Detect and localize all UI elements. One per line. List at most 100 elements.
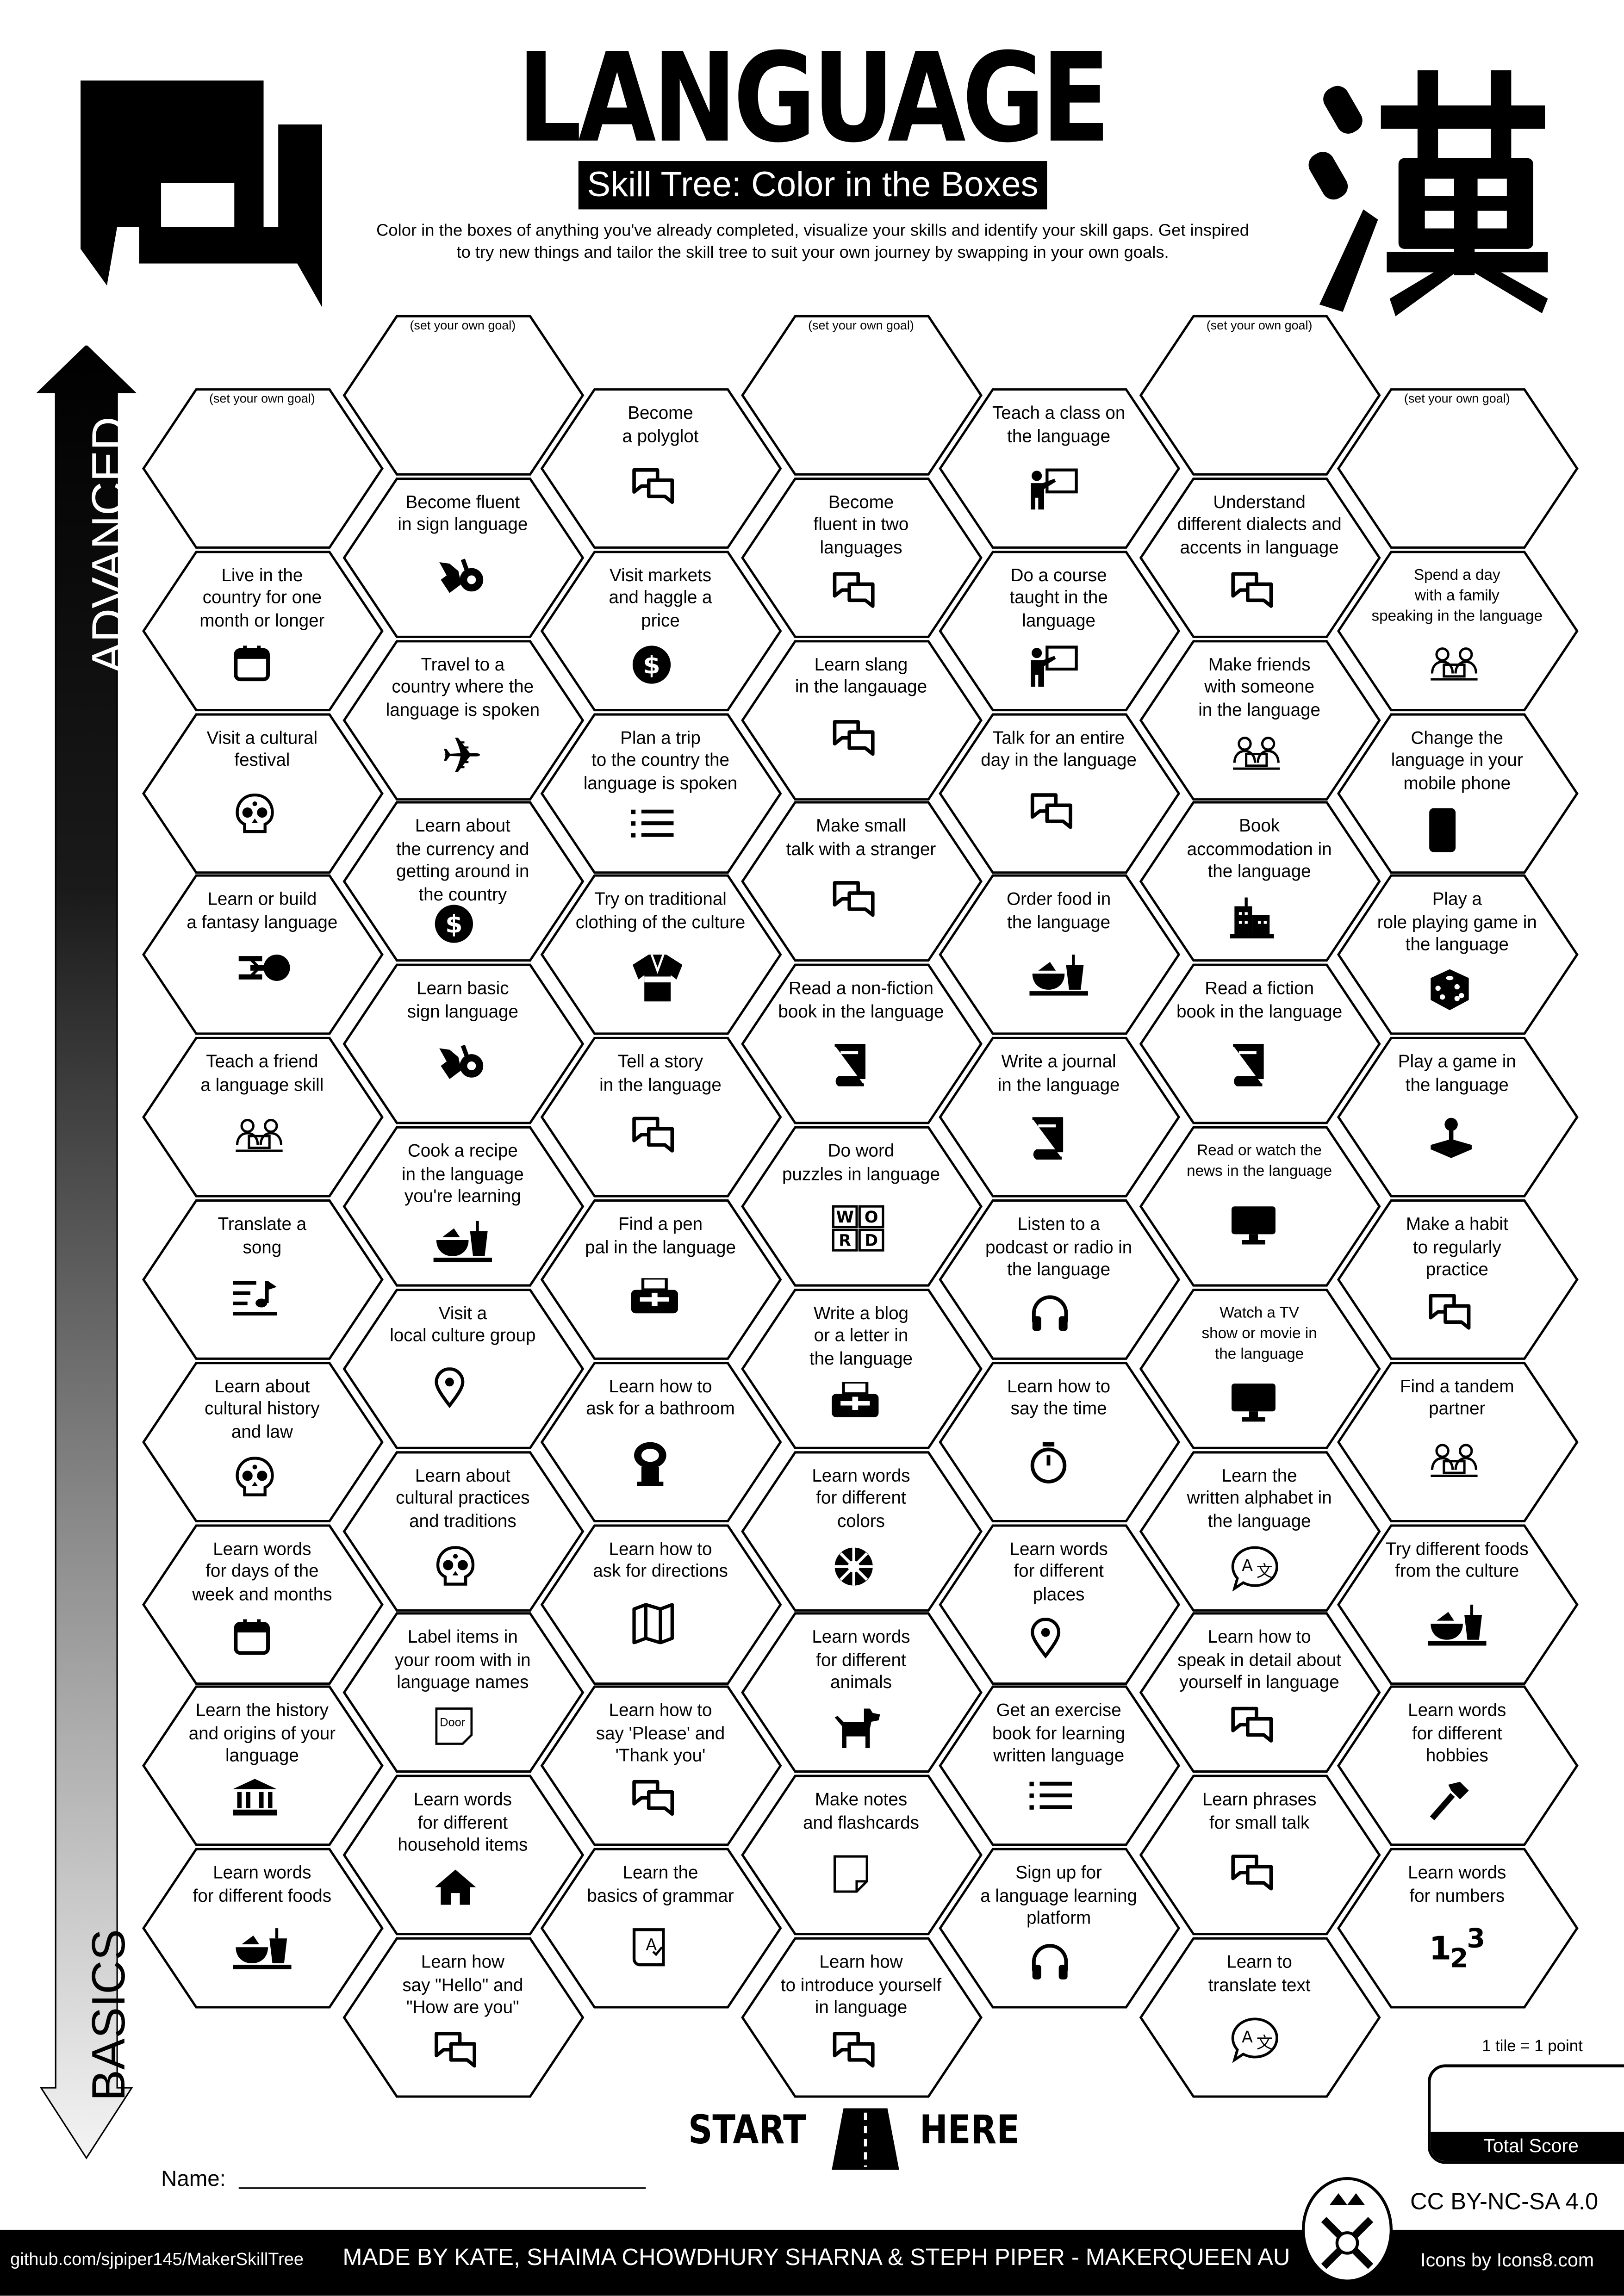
skill-tile[interactable]: Visit markets and haggle a price $ — [540, 550, 781, 711]
food-icon — [1028, 954, 1088, 1000]
hex-outline — [1336, 1361, 1578, 1522]
repo-link[interactable]: github.com/sjpiper145/MakerSkillTree — [10, 2249, 304, 2270]
skill-tile[interactable]: Play a game in the language — [1336, 1037, 1578, 1198]
skill-tile[interactable]: Find a pen pal in the language — [540, 1199, 781, 1360]
skill-tile[interactable]: Visit a cultural festival — [141, 713, 383, 874]
skill-tile[interactable]: Watch a TV show or movie in the language — [1139, 1288, 1381, 1449]
skill-tile[interactable]: Visit a local culture group — [342, 1288, 584, 1449]
book-icon — [1029, 1116, 1088, 1163]
skill-tile[interactable]: Become fluent in two languages — [740, 477, 982, 638]
road-icon — [832, 2108, 899, 2170]
skill-tile[interactable]: Learn how to say 'Please' and 'Thank you… — [540, 1686, 781, 1847]
hex-outline — [141, 713, 383, 874]
custom-goal-tile[interactable]: (set your own goal) — [1139, 315, 1381, 476]
skill-tile[interactable]: Do word puzzles in language W O R D — [740, 1126, 982, 1287]
skill-tile[interactable]: Label items in your room with in languag… — [342, 1613, 584, 1774]
skill-tile[interactable]: Learn words for days of the week and mon… — [141, 1524, 383, 1685]
skill-label: Make small talk with a stranger — [786, 816, 936, 859]
skill-tile[interactable]: Become fluent in sign language — [342, 477, 584, 638]
skill-tile[interactable]: Learn words for numbers 123 — [1336, 1848, 1578, 2009]
skill-tile[interactable]: Make friends with someone in the languag… — [1139, 639, 1381, 800]
skill-tile[interactable]: Teach a friend a language skill — [141, 1037, 383, 1198]
skill-tile[interactable]: Learn how to ask for directions — [540, 1524, 781, 1685]
skill-tile[interactable]: Learn the written alphabet in the langua… — [1139, 1450, 1381, 1611]
skill-tile[interactable]: Plan a trip to the country the language … — [540, 713, 781, 874]
skill-label: Learn or build a fantasy language — [187, 889, 338, 933]
skill-tile[interactable]: Make notes and flashcards — [740, 1775, 982, 1936]
name-field[interactable] — [238, 2187, 646, 2189]
skill-tile[interactable]: Live in the country for one month or lon… — [141, 550, 383, 711]
list-icon — [1028, 1780, 1088, 1826]
kimono-icon — [630, 954, 689, 1002]
skill-tile[interactable]: Learn basic sign language — [342, 964, 584, 1125]
skill-tile[interactable]: Learn how to speak in detail about yours… — [1139, 1613, 1381, 1774]
skill-tile[interactable]: Make small talk with a stranger — [740, 801, 982, 962]
skill-tile[interactable]: Talk for an entire day in the language — [938, 713, 1180, 874]
skill-label: Visit a local culture group — [390, 1303, 536, 1346]
skill-tile[interactable]: Read a fiction book in the language — [1139, 964, 1381, 1125]
skill-tile[interactable]: Translate a song — [141, 1199, 383, 1360]
skill-tile[interactable]: Write a journal in the language — [938, 1037, 1180, 1198]
skill-tile[interactable]: Teach a class on the language — [938, 388, 1180, 549]
skill-tile[interactable]: Write a blog or a letter in the language — [740, 1288, 982, 1449]
skill-tile[interactable]: Learn words for different hobbies — [1336, 1686, 1578, 1847]
skill-tile[interactable]: Cook a recipe in the language you're lea… — [342, 1126, 584, 1287]
chat-icon — [433, 2031, 492, 2078]
hex-outline — [1336, 713, 1578, 874]
custom-goal-tile[interactable]: (set your own goal) — [740, 315, 982, 476]
video-call-icon — [232, 1116, 291, 1163]
skill-tile[interactable]: Understand different dialects and accent… — [1139, 477, 1381, 638]
skill-tile[interactable]: Learn how to ask for a bathroom — [540, 1361, 781, 1522]
skill-tile[interactable]: Learn slang in the langauage — [740, 639, 982, 800]
skill-tile[interactable]: Learn how to introduce yourself in langu… — [740, 1937, 982, 2098]
skill-tile[interactable]: Learn to translate text A 文 — [1139, 1937, 1381, 2098]
skill-tile[interactable]: Play a role playing game in the language — [1336, 875, 1578, 1036]
skill-tile[interactable]: Learn how to say the time — [938, 1361, 1180, 1522]
skill-tile[interactable]: Read a non-fiction book in the language — [740, 964, 982, 1125]
here-label: HERE — [920, 2108, 1020, 2154]
skill-tile[interactable]: Try different foods from the culture — [1336, 1524, 1578, 1685]
skill-tile[interactable]: Learn words for different household item… — [342, 1775, 584, 1936]
skill-tile[interactable]: Do a course taught in the language — [938, 550, 1180, 711]
skill-tile[interactable]: Learn or build a fantasy language — [141, 875, 383, 1036]
skill-tile[interactable]: Become a polyglot — [540, 388, 781, 549]
skill-tile[interactable]: Order food in the language — [938, 875, 1180, 1036]
skill-tile[interactable]: Learn words for different foods — [141, 1848, 383, 2009]
skill-tile[interactable]: Try on traditional clothing of the cultu… — [540, 875, 781, 1036]
icons-credit-link[interactable]: Icons by Icons8.com — [1420, 2249, 1594, 2271]
hex-outline — [1336, 550, 1578, 711]
skill-tile[interactable]: Read or watch the news in the language — [1139, 1126, 1381, 1287]
skill-tile[interactable]: Tell a story in the language — [540, 1037, 781, 1198]
custom-goal-tile[interactable]: (set your own goal) — [342, 315, 584, 476]
hex-outline — [740, 964, 982, 1124]
skill-tile[interactable]: Learn about cultural history and law — [141, 1361, 383, 1522]
music-icon — [232, 1278, 291, 1325]
skill-tile[interactable]: Sign up for a language learning platform — [938, 1848, 1180, 2009]
chat-icon — [1029, 791, 1088, 838]
skill-tile[interactable]: Learn words for different colors — [740, 1450, 982, 1611]
skill-tile[interactable]: Learn the history and origins of your la… — [141, 1686, 383, 1847]
total-score-box[interactable]: Total Score — [1427, 2064, 1624, 2164]
skill-tile[interactable]: Learn phrases for small talk — [1139, 1775, 1381, 1936]
skill-tile[interactable]: Change the language in your mobile phone — [1336, 713, 1578, 874]
custom-goal-tile[interactable]: (set your own goal) — [1336, 388, 1578, 549]
skill-tile[interactable]: Listen to a podcast or radio in the lang… — [938, 1199, 1180, 1360]
skill-tile[interactable]: Learn words for different animals — [740, 1613, 982, 1774]
sign-language-icon — [433, 1043, 492, 1089]
skill-tile[interactable]: Make a habit to regularly practice — [1336, 1199, 1578, 1360]
skill-tile[interactable]: Learn the basics of grammar A — [540, 1848, 781, 2009]
hex-outline — [938, 550, 1180, 711]
skill-tile[interactable]: Learn about the currency and getting aro… — [342, 801, 584, 962]
skill-tile[interactable]: Learn words for different places — [938, 1524, 1180, 1685]
skill-tile[interactable]: Spend a day with a family speaking in th… — [1336, 550, 1578, 711]
food-icon — [1427, 1602, 1486, 1649]
skill-tile[interactable]: Get an exercise book for learning writte… — [938, 1686, 1180, 1847]
skill-tile[interactable]: Learn about cultural practices and tradi… — [342, 1450, 584, 1611]
skill-tile[interactable]: Find a tandem partner — [1336, 1361, 1578, 1522]
skill-tile[interactable]: Book accommodation in the language — [1139, 801, 1381, 962]
custom-goal-tile[interactable]: (set your own goal) — [141, 388, 383, 549]
skill-tile[interactable]: Learn how say "Hello" and "How are you" — [342, 1937, 584, 2098]
skill-tile[interactable]: Travel to a country where the language i… — [342, 639, 584, 800]
hex-outline — [740, 1450, 982, 1611]
